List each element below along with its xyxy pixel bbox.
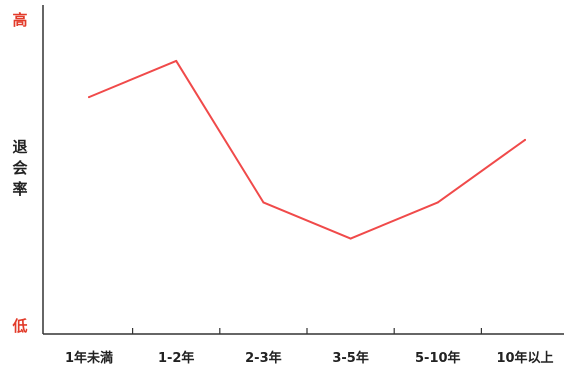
x-tick-label: 1年未満 [65, 350, 113, 366]
x-tick-label: 3-5年 [332, 350, 369, 366]
data-point [436, 201, 439, 204]
data-point [175, 59, 178, 62]
data-point [88, 96, 90, 99]
x-tick-label: 5-10年 [415, 350, 461, 366]
series-group [88, 59, 526, 240]
x-tick-marks [132, 328, 482, 334]
series-line [88, 59, 526, 240]
data-point [349, 237, 352, 240]
x-tick-label: 2-3年 [245, 350, 282, 366]
data-point [524, 138, 526, 141]
y-axis-title-char: 退 [12, 138, 27, 156]
y-axis-title-char: 会 [12, 159, 27, 177]
chart-axes [42, 5, 564, 335]
y-axis-title-char: 率 [12, 180, 27, 198]
y-high-label: 高 [12, 11, 27, 29]
x-tick-label: 1-2年 [158, 350, 195, 366]
x-tick-labels: 1年未満 1-2年 2-3年 3-5年 5-10年 10年以上 [65, 350, 554, 366]
data-point [262, 201, 265, 204]
y-axis-title: 退会率 [12, 138, 27, 198]
x-tick-label: 10年以上 [496, 350, 553, 366]
y-low-label: 低 [11, 317, 27, 335]
